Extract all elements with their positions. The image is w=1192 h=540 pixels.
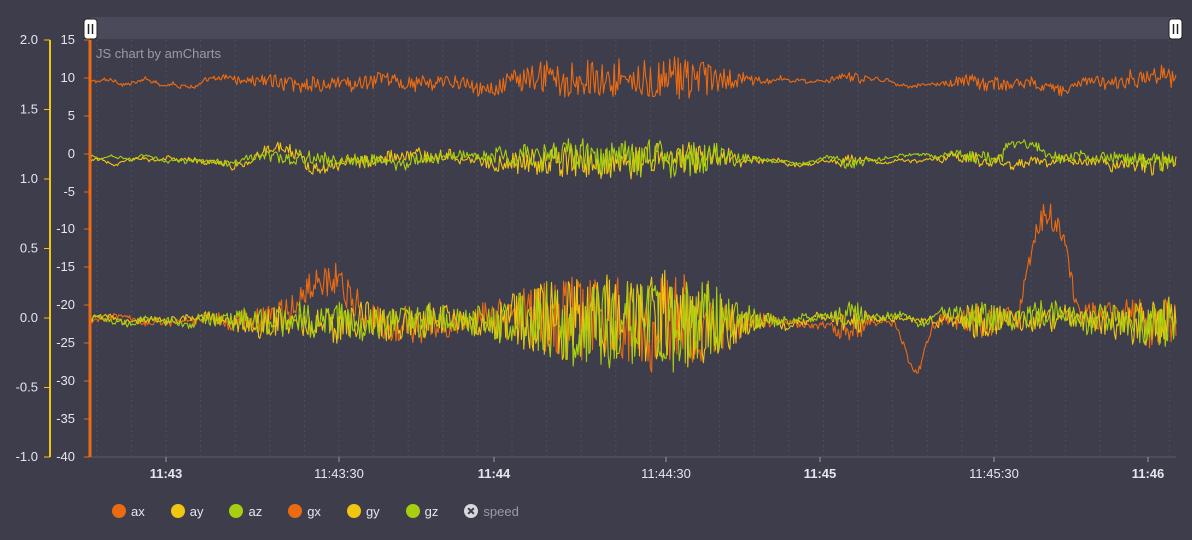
y-left-tick-label: -1.0 <box>16 449 38 464</box>
x-tick-label: 11:44 <box>478 466 511 481</box>
legend-label: gy <box>365 503 380 519</box>
legend-item-az[interactable]: az <box>229 504 262 519</box>
y-left-tick-label: 0.0 <box>20 310 38 325</box>
x-tick-label: 11:45:30 <box>969 466 1019 481</box>
y-left-tick-label: 1.5 <box>20 102 38 117</box>
y-left-tick-label: 0.5 <box>20 241 38 256</box>
legend-item-gx[interactable]: gx <box>288 504 321 519</box>
chart-credit: JS chart by amCharts <box>96 46 221 61</box>
legend-label: az <box>248 503 263 519</box>
legend-marker-icon <box>112 504 126 518</box>
y-top-panel-tick-label: 0 <box>68 146 75 161</box>
y-top-panel-tick-label: 10 <box>61 70 75 85</box>
legend-item-speed[interactable]: speed <box>464 503 519 519</box>
legend-item-gy[interactable]: gy <box>346 503 380 519</box>
legend: ax ay az gx gy gz speed <box>112 501 545 521</box>
legend-marker-icon <box>464 504 479 518</box>
y-bottom-panel-tick-label: -25 <box>56 335 75 350</box>
legend-label: ay <box>189 503 204 519</box>
x-tick-label: 11:44:30 <box>641 466 691 481</box>
series-line-az <box>90 138 1177 179</box>
scrollbar-start-grip[interactable] <box>83 18 98 40</box>
series-line-ax <box>90 56 1177 100</box>
series-line-gz <box>90 280 1177 373</box>
grid <box>91 40 1176 458</box>
y-bottom-panel-tick-label: -10 <box>56 221 75 236</box>
scrollbar-track[interactable] <box>91 17 1176 39</box>
y-bottom-panel-tick-label: -20 <box>56 297 75 312</box>
scrollbar[interactable] <box>83 17 1183 40</box>
legend-item-ay[interactable]: ay <box>170 503 204 519</box>
y-left-tick-label: 2.0 <box>20 32 38 47</box>
legend-label: speed <box>483 503 519 519</box>
legend-label: ax <box>131 503 145 519</box>
legend-marker-icon <box>405 504 420 518</box>
x-tick-label: 11:45 <box>804 466 837 481</box>
scrollbar-end-grip[interactable] <box>1168 18 1183 40</box>
legend-marker-icon <box>346 504 361 518</box>
y-top-panel-tick-label: -5 <box>63 184 75 199</box>
axes: 11:43 11:43:30 11:44 11:44:30 11:45 11:45:30 1… <box>16 32 1165 481</box>
legend-label: gx <box>307 503 321 519</box>
x-tick-label: 11:46 <box>1132 466 1165 481</box>
series-lines <box>90 56 1177 374</box>
legend-marker-icon <box>170 504 185 518</box>
legend-item-ax[interactable]: ax <box>112 504 145 519</box>
y-bottom-panel-tick-label: -30 <box>56 373 75 388</box>
y-left-tick-label: -0.5 <box>16 380 38 395</box>
legend-item-gz[interactable]: gz <box>405 503 439 519</box>
series-line-ay <box>90 141 1177 180</box>
y-bottom-panel-tick-label: -15 <box>56 259 75 274</box>
legend-label: gz <box>424 503 439 519</box>
x-tick-label: 11:43 <box>150 466 183 481</box>
y-top-panel-tick-label: 5 <box>68 108 75 123</box>
x-tick-label: 11:43:30 <box>314 466 364 481</box>
y-top-panel-tick-label: 15 <box>61 32 75 47</box>
y-bottom-panel-tick-label: -40 <box>56 449 75 464</box>
legend-marker-icon <box>229 504 244 518</box>
y-bottom-panel-tick-label: -35 <box>56 411 75 426</box>
legend-marker-icon <box>288 504 303 518</box>
y-left-tick-label: 1.0 <box>20 171 38 186</box>
